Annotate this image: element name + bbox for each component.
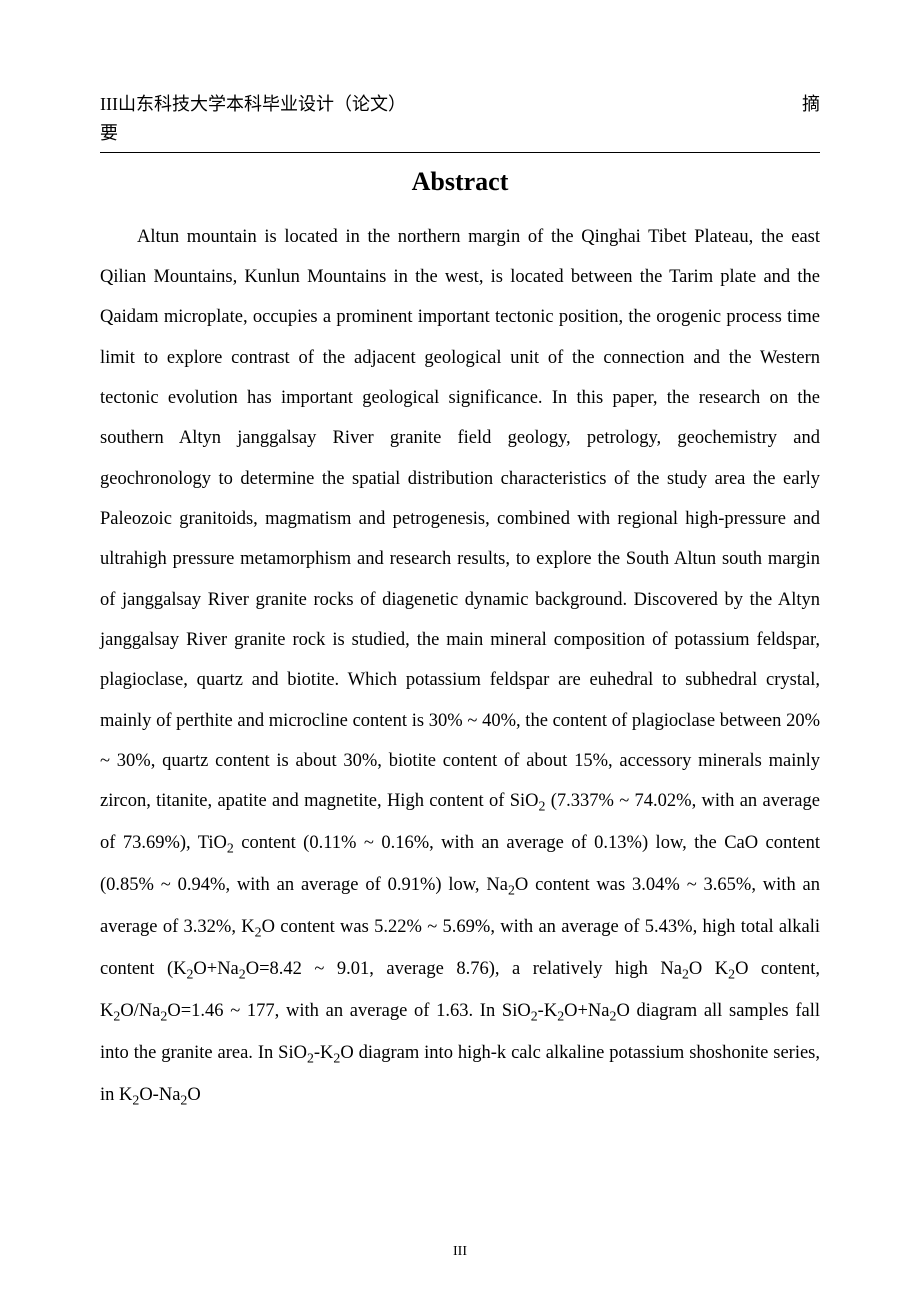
- chemical-subscript: 2: [255, 926, 262, 941]
- page-number: III: [0, 1244, 920, 1260]
- chemical-subscript: 2: [186, 968, 193, 983]
- chemical-subscript: 2: [333, 1051, 340, 1066]
- header-divider: [100, 152, 820, 153]
- chemical-subscript: 2: [610, 1009, 617, 1024]
- header-right-char: 摘: [802, 90, 820, 119]
- abstract-title: Abstract: [100, 167, 820, 197]
- header-line-1: III山东科技大学本科毕业设计（论文） 摘: [100, 90, 820, 119]
- chemical-subscript: 2: [508, 884, 515, 899]
- chemical-subscript: 2: [682, 968, 689, 983]
- chemical-subscript: 2: [132, 1093, 139, 1108]
- header-left-group: III山东科技大学本科毕业设计（论文）: [100, 90, 406, 119]
- chemical-subscript: 2: [227, 842, 234, 857]
- chemical-subscript: 2: [160, 1009, 167, 1024]
- chemical-subscript: 2: [307, 1051, 314, 1066]
- page-roman-left: III: [100, 94, 118, 114]
- chemical-subscript: 2: [557, 1009, 564, 1024]
- institution-name: 山东科技大学本科毕业设计（论文）: [118, 94, 406, 114]
- chemical-subscript: 2: [113, 1009, 120, 1024]
- header-line-2: 要: [100, 119, 820, 148]
- chemical-subscript: 2: [728, 968, 735, 983]
- document-header: III山东科技大学本科毕业设计（论文） 摘 要: [100, 90, 820, 148]
- chemical-subscript: 2: [180, 1093, 187, 1108]
- chemical-subscript: 2: [539, 800, 546, 815]
- abstract-body: Altun mountain is located in the norther…: [100, 217, 820, 1117]
- chemical-subscript: 2: [531, 1009, 538, 1024]
- chemical-subscript: 2: [239, 968, 246, 983]
